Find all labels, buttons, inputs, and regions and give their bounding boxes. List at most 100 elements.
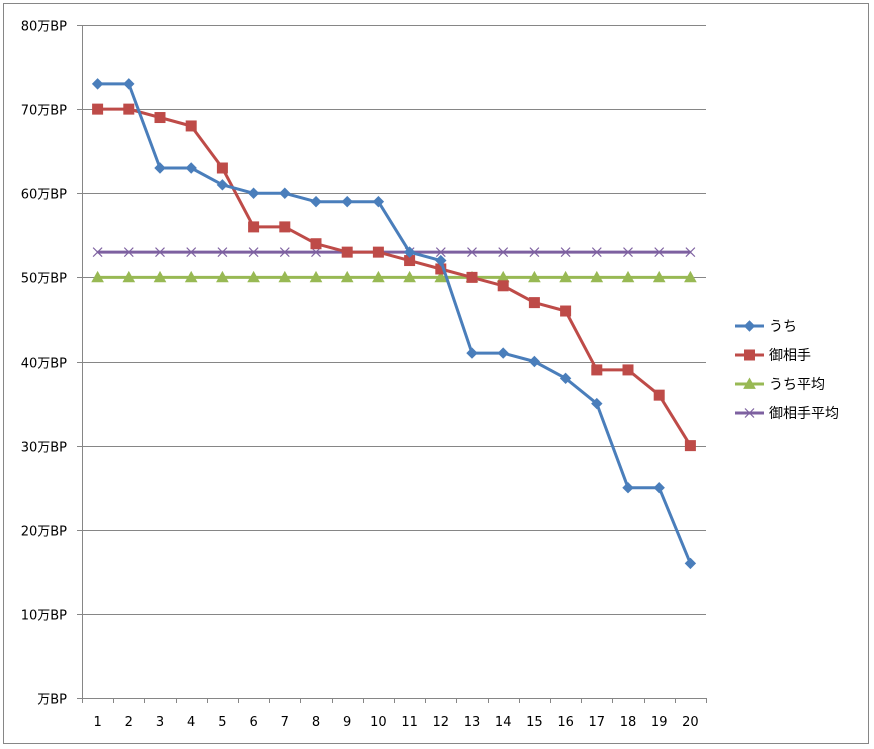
marker-stroke xyxy=(248,247,259,258)
data-point xyxy=(467,247,477,258)
marker-stroke xyxy=(654,247,665,258)
y-tick-label: 40万BP xyxy=(21,357,67,372)
x-tick-label: 17 xyxy=(589,715,606,730)
data-point xyxy=(153,270,167,283)
legend-marker xyxy=(743,320,756,332)
x-tick-label: 4 xyxy=(187,715,195,730)
data-point xyxy=(372,195,385,208)
x-tick-label: 19 xyxy=(651,715,668,730)
data-point xyxy=(186,247,197,258)
y-tick-label: 60万BP xyxy=(21,188,67,203)
data-point xyxy=(684,557,697,570)
marker-stroke xyxy=(560,247,571,258)
data-point xyxy=(403,270,416,283)
data-point xyxy=(216,179,229,191)
marker-stroke xyxy=(435,247,446,258)
data-point xyxy=(92,247,103,258)
marker-stroke xyxy=(217,247,228,258)
data-point xyxy=(372,246,384,258)
x-tick-label: 5 xyxy=(218,715,226,730)
marker-stroke xyxy=(186,247,197,258)
y-tick-label: 70万BP xyxy=(21,104,67,119)
legend-item-1: うち xyxy=(735,319,797,335)
data-point xyxy=(123,78,135,90)
data-point xyxy=(248,247,259,258)
x-axis-tick-labels: 1 2 3 4 5 6 7 8 9 10 11 12 13 14 15 16 17 18 19 20 xyxy=(93,715,698,730)
data-point xyxy=(185,162,197,174)
x-tick-label: 15 xyxy=(526,715,543,730)
data-point xyxy=(528,355,541,368)
data-point xyxy=(216,162,228,174)
data-point xyxy=(341,195,353,208)
data-point xyxy=(590,270,604,283)
y-tick-label: 50万BP xyxy=(21,272,67,287)
x-tick-label: 11 xyxy=(401,715,418,730)
marker-stroke xyxy=(623,247,633,258)
legend-marker xyxy=(743,377,756,389)
marker-stroke xyxy=(498,247,509,258)
data-point xyxy=(309,270,323,283)
x-tick-label: 10 xyxy=(370,715,387,730)
data-point xyxy=(654,247,665,258)
data-point xyxy=(559,270,572,283)
data-point xyxy=(435,247,446,258)
data-point xyxy=(310,238,322,250)
marker-stroke xyxy=(685,247,696,258)
marker-stroke xyxy=(744,408,755,418)
data-point xyxy=(497,347,509,359)
data-point xyxy=(155,247,165,258)
x-tick-label: 14 xyxy=(495,715,512,730)
marker-stroke xyxy=(155,247,165,258)
x-tick-label: 7 xyxy=(281,715,289,730)
legend-item-2: 御相手 xyxy=(735,348,811,364)
y-tick-label: 10万BP xyxy=(21,609,67,624)
data-point xyxy=(247,187,260,199)
marker-stroke xyxy=(591,247,602,258)
x-tick-label: 13 xyxy=(464,715,481,730)
x-tick-label: 12 xyxy=(433,715,450,730)
marker-stroke xyxy=(467,247,477,258)
marker-stroke xyxy=(92,247,103,258)
data-point xyxy=(341,246,353,258)
data-point xyxy=(685,247,696,258)
data-point xyxy=(278,270,292,283)
data-point xyxy=(528,297,540,309)
data-point xyxy=(434,270,448,283)
series-line-2 xyxy=(97,107,692,447)
legend-marker xyxy=(744,408,755,418)
data-point xyxy=(154,162,166,174)
data-point xyxy=(591,364,603,376)
axes xyxy=(77,25,707,703)
series-line-1 xyxy=(97,82,692,564)
data-point xyxy=(123,103,135,115)
legend-label: 御相手 xyxy=(769,348,811,364)
data-point xyxy=(591,397,603,410)
legend-marker xyxy=(744,349,755,361)
data-point xyxy=(123,247,134,258)
y-axis-tick-labels: 万BP 10万BP 20万BP 30万BP 40万BP 50万BP 60万BP 70万BP 80… xyxy=(21,20,67,708)
legend-label: うち xyxy=(769,319,797,335)
data-point xyxy=(560,247,571,258)
data-point xyxy=(559,372,572,385)
x-tick-label: 3 xyxy=(156,715,164,730)
legend-label: うち平均 xyxy=(769,377,825,393)
legend-item-4: 御相手平均 xyxy=(735,406,839,422)
data-point xyxy=(279,187,291,199)
chart-frame xyxy=(3,3,869,744)
y-tick-label: 80万BP xyxy=(21,20,67,35)
series-1 xyxy=(91,78,697,570)
data-point xyxy=(217,247,228,258)
marker-stroke xyxy=(279,247,290,258)
data-point xyxy=(591,247,602,258)
data-point xyxy=(340,270,354,283)
marker-stroke xyxy=(123,247,134,258)
x-tick-label: 16 xyxy=(557,715,574,730)
data-point xyxy=(122,270,136,283)
data-point xyxy=(622,481,634,494)
data-point xyxy=(498,247,509,258)
series-4 xyxy=(92,247,696,258)
data-point xyxy=(248,221,260,233)
data-point xyxy=(247,270,260,283)
